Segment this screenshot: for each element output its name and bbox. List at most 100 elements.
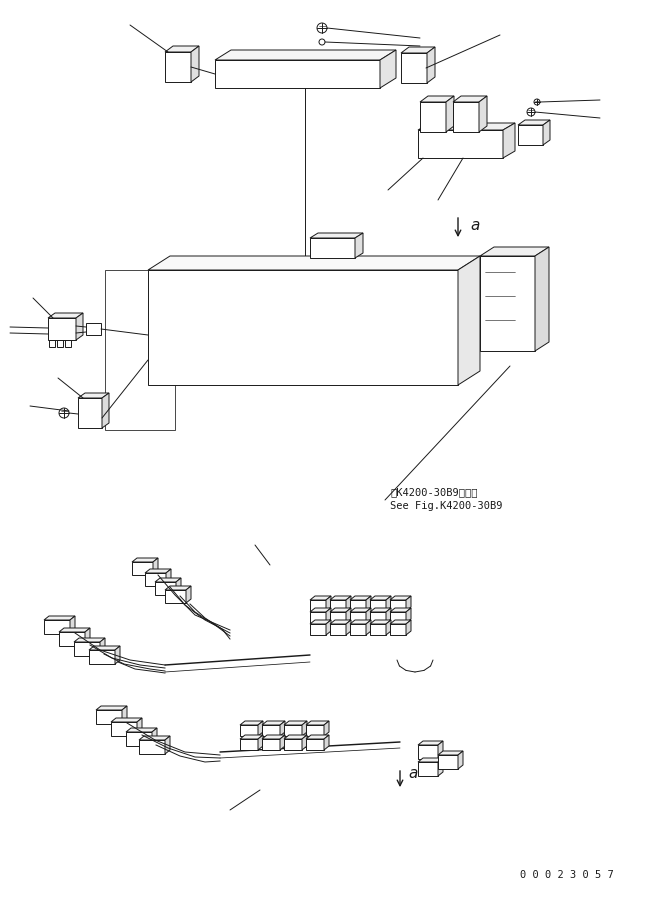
Polygon shape <box>284 735 307 739</box>
Polygon shape <box>191 46 199 82</box>
Circle shape <box>317 23 327 33</box>
Polygon shape <box>215 50 396 60</box>
Polygon shape <box>458 256 480 385</box>
Polygon shape <box>44 620 70 634</box>
Polygon shape <box>370 608 391 612</box>
Polygon shape <box>418 762 438 776</box>
Bar <box>485 312 515 328</box>
Polygon shape <box>155 582 176 595</box>
Polygon shape <box>535 247 549 351</box>
Polygon shape <box>310 238 355 258</box>
Text: See Fig.K4200-30B9: See Fig.K4200-30B9 <box>390 501 502 511</box>
Polygon shape <box>139 736 170 740</box>
Polygon shape <box>427 47 435 83</box>
Polygon shape <box>240 725 258 736</box>
Polygon shape <box>262 721 285 725</box>
Polygon shape <box>137 718 142 736</box>
Bar <box>485 288 515 304</box>
Text: 0 0 0 2 3 0 5 7: 0 0 0 2 3 0 5 7 <box>520 870 614 880</box>
Bar <box>49 340 55 347</box>
Polygon shape <box>543 120 550 145</box>
Polygon shape <box>111 718 142 722</box>
Bar <box>405 57 423 79</box>
Bar <box>313 345 373 357</box>
Polygon shape <box>390 600 406 611</box>
Bar <box>223 65 253 83</box>
Bar <box>178 332 298 350</box>
Text: a: a <box>470 218 479 233</box>
Polygon shape <box>302 721 307 736</box>
Polygon shape <box>518 125 543 145</box>
Polygon shape <box>366 596 371 611</box>
Polygon shape <box>355 233 363 258</box>
Polygon shape <box>310 612 326 623</box>
Polygon shape <box>258 721 263 736</box>
Polygon shape <box>48 318 76 340</box>
Polygon shape <box>350 596 371 600</box>
Polygon shape <box>418 758 443 762</box>
Polygon shape <box>346 596 351 611</box>
Polygon shape <box>240 735 263 739</box>
Polygon shape <box>89 650 115 664</box>
Polygon shape <box>406 596 411 611</box>
Circle shape <box>527 108 535 116</box>
Polygon shape <box>310 624 326 635</box>
Polygon shape <box>165 586 191 590</box>
Polygon shape <box>176 578 181 595</box>
Polygon shape <box>148 270 458 385</box>
Text: 第K4200-30B9図参照: 第K4200-30B9図参照 <box>390 487 478 497</box>
Polygon shape <box>165 736 170 754</box>
Polygon shape <box>89 646 120 650</box>
Circle shape <box>304 284 312 292</box>
Polygon shape <box>350 600 366 611</box>
Polygon shape <box>306 721 329 725</box>
Polygon shape <box>126 732 152 746</box>
Polygon shape <box>262 725 280 736</box>
Polygon shape <box>102 393 109 428</box>
Polygon shape <box>126 728 157 732</box>
Bar <box>424 106 442 128</box>
Polygon shape <box>258 735 263 750</box>
Polygon shape <box>145 569 171 573</box>
Polygon shape <box>390 608 411 612</box>
Bar <box>86 323 101 335</box>
Polygon shape <box>479 96 487 132</box>
Polygon shape <box>139 740 165 754</box>
Polygon shape <box>165 52 191 82</box>
Circle shape <box>414 284 422 292</box>
Polygon shape <box>59 632 85 646</box>
Circle shape <box>162 284 170 292</box>
Bar <box>105 270 175 430</box>
Polygon shape <box>78 398 102 428</box>
Polygon shape <box>418 123 515 130</box>
Bar <box>320 65 348 83</box>
Circle shape <box>368 53 373 57</box>
Polygon shape <box>324 721 329 736</box>
Polygon shape <box>326 620 331 635</box>
Polygon shape <box>346 608 351 623</box>
Polygon shape <box>302 735 307 750</box>
Polygon shape <box>132 558 158 562</box>
Bar <box>65 340 71 347</box>
Polygon shape <box>418 741 443 745</box>
Polygon shape <box>115 646 120 664</box>
Polygon shape <box>262 735 285 739</box>
Polygon shape <box>350 608 371 612</box>
Polygon shape <box>284 739 302 750</box>
Polygon shape <box>346 620 351 635</box>
Polygon shape <box>96 710 122 724</box>
Polygon shape <box>240 739 258 750</box>
Polygon shape <box>280 721 285 736</box>
Polygon shape <box>186 586 191 603</box>
Polygon shape <box>310 233 363 238</box>
Polygon shape <box>350 620 371 624</box>
Polygon shape <box>418 130 503 158</box>
Polygon shape <box>326 596 331 611</box>
Polygon shape <box>350 624 366 635</box>
Polygon shape <box>152 728 157 746</box>
Bar <box>270 65 298 83</box>
Polygon shape <box>330 612 346 623</box>
Bar <box>178 308 298 326</box>
Bar <box>485 264 515 280</box>
Polygon shape <box>306 725 324 736</box>
